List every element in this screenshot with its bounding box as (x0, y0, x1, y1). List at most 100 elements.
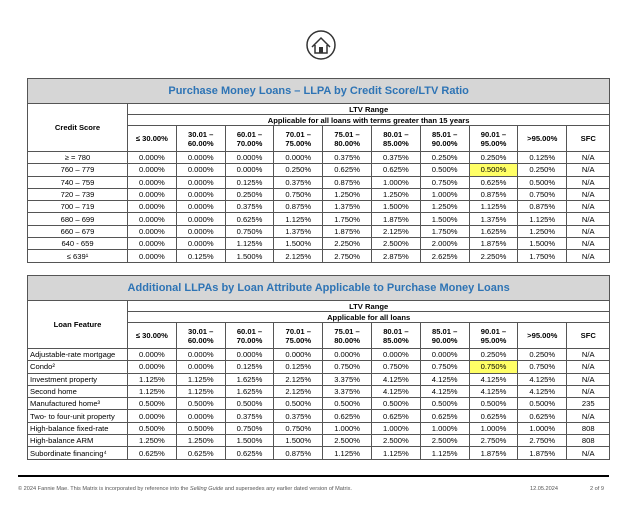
cell: 0.375% (370, 150, 421, 165)
cell: 0.625% (419, 409, 470, 423)
column-header: ≤ 30.00% (127, 322, 177, 349)
cell: 0.000% (175, 212, 226, 226)
cell: 0.375% (273, 409, 324, 423)
cell: 0.000% (127, 200, 177, 214)
cell: 0.000% (127, 360, 177, 374)
cell: 0.125% (517, 150, 568, 165)
row-label: Investment property (27, 372, 128, 386)
cell: N/A (566, 150, 611, 165)
header-row: Loan Feature LTV Range (27, 300, 611, 349)
footer-note: © 2024 Fannie Mae. This Matrix is incorp… (18, 486, 352, 492)
cell: 0.875% (273, 200, 324, 214)
cell: 0.125% (224, 360, 275, 374)
cell: 0.250% (517, 163, 568, 177)
cell: 2.125% (273, 249, 324, 263)
footer-text: Selling Guide (189, 486, 224, 492)
cell: 1.750% (322, 212, 372, 226)
row-label: Second home (27, 384, 128, 399)
cell: 1.125% (419, 446, 470, 460)
cell: 0.500% (322, 397, 372, 411)
cell: 1.500% (419, 212, 470, 226)
cell: 0.000% (224, 150, 275, 165)
cell: 0.250% (224, 187, 275, 202)
cell: 1.750% (517, 249, 568, 263)
cell: 1.500% (273, 237, 324, 251)
column-header: 90.01 – 95.00% (468, 322, 519, 349)
llpa-credit-table: Purchase Money Loans – LLPA by Credit Sc… (26, 78, 611, 263)
cell: 0.000% (224, 163, 275, 177)
cell: 2.750% (517, 434, 568, 448)
cell: 1.125% (175, 372, 226, 386)
cell: 0.250% (273, 163, 324, 177)
cell: 1.375% (273, 224, 324, 239)
cell: 1.000% (419, 421, 470, 436)
data-row: ≥ = 780 0.000% 0.000% 0.000% 0.000% 0.375% 0.3… (27, 150, 611, 165)
cell: 0.000% (175, 409, 226, 423)
cell: N/A (566, 372, 611, 386)
data-row: 740 – 759 0.000% 0.000% 0.125% 0.375% 0.875% 1… (27, 175, 611, 189)
cell: 0.750% (224, 224, 275, 239)
cell: 4.125% (370, 384, 421, 399)
cell: 0.625% (322, 163, 372, 177)
cell: N/A (566, 249, 611, 263)
cell: 1.000% (517, 421, 568, 436)
row-label: 660 – 679 (27, 224, 128, 239)
cell: 2.125% (273, 372, 324, 386)
data-row: Two- to four-unit property 0.000% 0.000% 0.… (27, 409, 611, 423)
cell: 0.000% (175, 360, 226, 374)
cell: 1.125% (224, 237, 275, 251)
cell: 0.500% (517, 175, 568, 189)
cell: 1.500% (517, 237, 568, 251)
cell: N/A (566, 175, 611, 189)
row-label: 640 - 659 (27, 237, 128, 251)
cell: 0.750% (517, 187, 568, 202)
column-header: 90.01 – 95.00% (468, 125, 519, 152)
cell: 0.875% (468, 187, 519, 202)
column-header: 75.01 – 80.00% (322, 322, 372, 349)
cell: 1.000% (370, 421, 421, 436)
cell: 1.125% (127, 372, 177, 386)
cell: 0.625% (517, 409, 568, 423)
cell: 808 (566, 421, 611, 436)
row-label: Condo² (27, 360, 128, 374)
cell: 0.375% (224, 409, 275, 423)
column-header: 80.01 – 85.00% (370, 322, 421, 349)
cell: N/A (566, 187, 611, 202)
footer-text: © 2024 Fannie Mae. This Matrix is incorp… (18, 486, 190, 492)
row-label: Manufactured home³ (27, 397, 128, 411)
cell: 0.750% (273, 187, 324, 202)
row-header: Loan Feature (27, 300, 128, 349)
cell: 0.500% (468, 163, 519, 177)
cell: 2.500% (370, 237, 421, 251)
cell: 4.125% (419, 384, 470, 399)
row-label: ≤ 639¹ (27, 249, 128, 263)
cell: N/A (566, 347, 611, 362)
cell: 1.875% (468, 446, 519, 460)
header-row: ≤ 30.00% 30.01 – 60.00% 60.01 – 70.00% 70.0… (28, 322, 611, 349)
data-row: 660 – 679 0.000% 0.000% 0.750% 1.375% 1.875% 2… (27, 224, 611, 239)
cell: 1.250% (175, 434, 226, 448)
cell: 1.125% (468, 200, 519, 214)
cell: 2.250% (468, 249, 519, 263)
cell: N/A (566, 384, 611, 399)
table-title: Additional LLPAs by Loan Attribute Appli… (26, 275, 611, 301)
cell: 1.625% (224, 372, 275, 386)
cell: 1.125% (517, 212, 568, 226)
cell: 2.875% (370, 249, 421, 263)
row-label: Two- to four-unit property (27, 409, 128, 423)
cell: 1.625% (468, 224, 519, 239)
cell: N/A (566, 446, 611, 460)
cell: 0.000% (175, 347, 226, 362)
cell: 0.500% (273, 397, 324, 411)
cell: 0.000% (370, 347, 421, 362)
data-row: Second home 1.125% 1.125% 1.625% 2.125% 3.375… (27, 384, 611, 399)
row-label: Subordinate financing⁴ (27, 446, 128, 460)
cell: 0.000% (175, 224, 226, 239)
cell: 1.000% (370, 175, 421, 189)
row-label: High-balance ARM (27, 434, 128, 448)
cell: 2.500% (370, 434, 421, 448)
cell: 0.750% (224, 421, 275, 436)
cell: 808 (566, 434, 611, 448)
group-subheader: Applicable for all loans with terms grea… (126, 114, 611, 126)
cell: 0.500% (127, 421, 177, 436)
